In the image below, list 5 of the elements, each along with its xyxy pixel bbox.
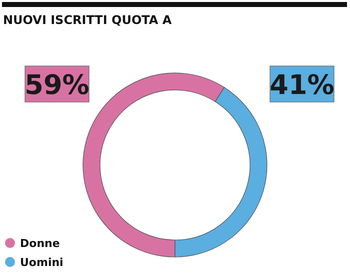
legend-label: Uomini bbox=[20, 256, 64, 269]
legend-label: Donne bbox=[20, 237, 60, 250]
data-label: 41% bbox=[270, 70, 334, 101]
chart-title: NUOVI ISCRITTI QUOTA A bbox=[3, 13, 172, 27]
data-label: 59% bbox=[24, 70, 90, 101]
